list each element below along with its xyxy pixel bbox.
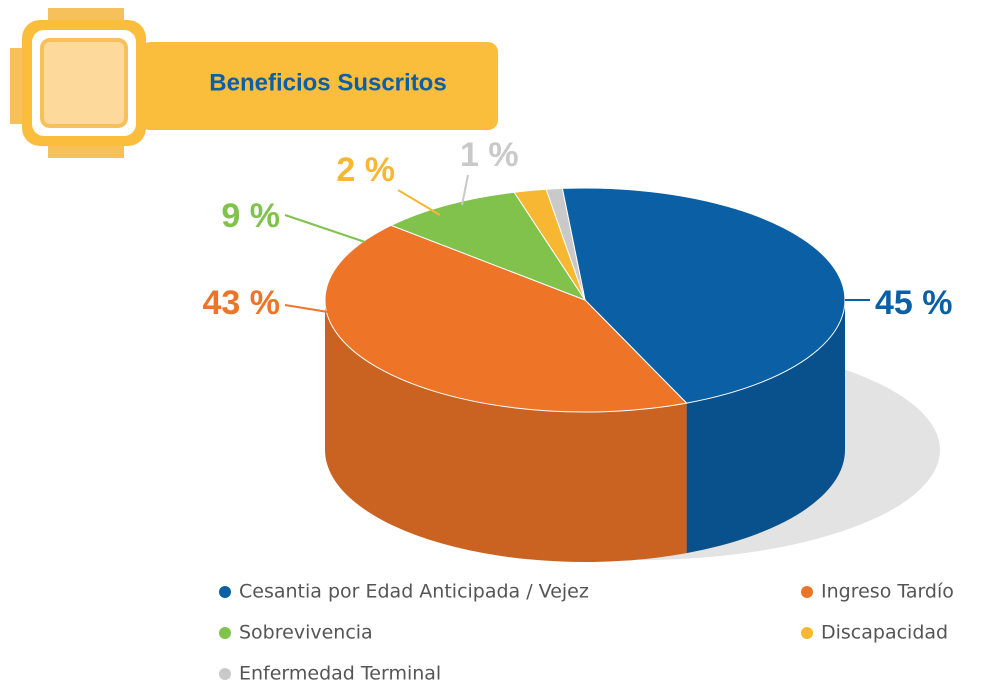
data-label: 2 %: [336, 151, 395, 189]
slice: [324, 224, 688, 413]
legend-marker: [801, 586, 813, 598]
slice-side: [686, 300, 846, 554]
data-label: 1 %: [460, 136, 519, 174]
data-label: 9 %: [221, 197, 280, 235]
leader-line: [461, 174, 469, 206]
slice: [389, 191, 587, 302]
legend-marker: [801, 627, 813, 639]
labels: 45 % 43 % 9 % 2 % 1 %: [203, 136, 953, 322]
data-label: 45 %: [875, 284, 953, 322]
leader-line: [284, 304, 329, 313]
legend-label: Discapacidad: [821, 622, 948, 644]
leader-line: [284, 214, 366, 243]
slice-side: [325, 300, 687, 563]
slice: [561, 187, 846, 404]
legend-marker: [219, 668, 231, 680]
legend-label: Ingreso Tardío: [821, 581, 954, 603]
legend-marker: [219, 586, 231, 598]
legend-marker: [219, 627, 231, 639]
title-badge: Beneficios Suscritos: [10, 8, 498, 158]
pie: [324, 187, 846, 563]
chart-title: Beneficios Suscritos: [209, 69, 446, 96]
legend: Cesantia por Edad Anticipada / Vejez Ingr…: [219, 581, 954, 684]
legend-label: Sobrevivencia: [239, 622, 373, 644]
leader-line: [397, 189, 441, 216]
legend-label: Cesantia por Edad Anticipada / Vejez: [239, 581, 589, 603]
data-label: 43 %: [203, 284, 281, 322]
slice: [545, 187, 586, 301]
legend-label: Enfermedad Terminal: [239, 663, 441, 684]
